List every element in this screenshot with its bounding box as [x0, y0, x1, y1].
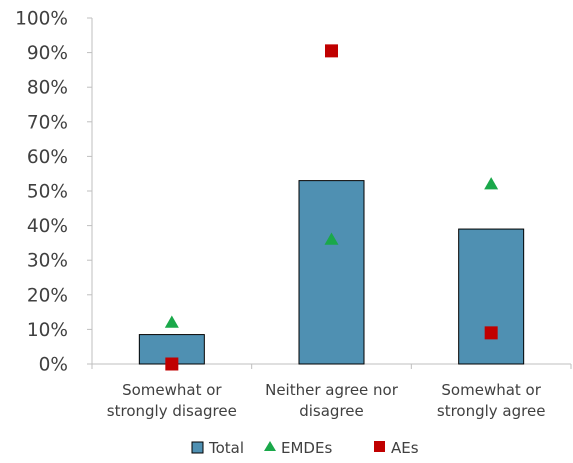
- legend-swatch-emdes: [264, 441, 276, 451]
- y-tick-label: 10%: [27, 320, 68, 341]
- y-tick-label: 30%: [27, 251, 68, 272]
- bars-layer: [138, 180, 525, 365]
- x-category-label: Neither agree nor disagree: [265, 381, 399, 420]
- y-tick-label: 100%: [15, 9, 68, 30]
- legend-label-emdes: EMDEs: [281, 439, 332, 457]
- point-emdes: [484, 177, 499, 190]
- point-aes: [165, 357, 179, 371]
- legend: Total EMDEs AEs: [191, 439, 419, 457]
- legend-label-aes: AEs: [391, 439, 419, 457]
- legend-item-emdes: EMDEs: [264, 439, 332, 457]
- legend-label-total: Total: [208, 439, 244, 457]
- point-aes: [325, 44, 338, 58]
- y-tick-label: 40%: [27, 216, 68, 237]
- x-category-label: Somewhat or strongly disagree: [107, 381, 237, 420]
- point-emdes: [324, 232, 339, 245]
- y-tick-label: 50%: [27, 182, 68, 203]
- legend-item-total: Total: [191, 439, 244, 457]
- markers-layer: [164, 44, 499, 371]
- bar-total: [458, 228, 525, 365]
- y-tick-label: 80%: [27, 78, 68, 99]
- y-tick-label: 90%: [27, 43, 68, 64]
- x-category-label: Somewhat or strongly agree: [437, 381, 546, 420]
- y-tick-label: 60%: [27, 147, 68, 168]
- bar-total: [298, 180, 365, 365]
- y-tick-label: 0%: [39, 355, 68, 376]
- y-tick-label: 20%: [27, 285, 68, 306]
- point-aes: [484, 326, 498, 340]
- point-emdes: [164, 315, 179, 328]
- legend-item-aes: AEs: [374, 439, 419, 457]
- y-tick-label: 70%: [27, 112, 68, 133]
- labels-layer: 0% 10% 20% 30% 40% 50% 60% 70% 80% 90% 100% Somewha…: [15, 9, 545, 421]
- legend-swatch-total: [191, 441, 204, 454]
- legend-swatch-aes: [374, 441, 385, 452]
